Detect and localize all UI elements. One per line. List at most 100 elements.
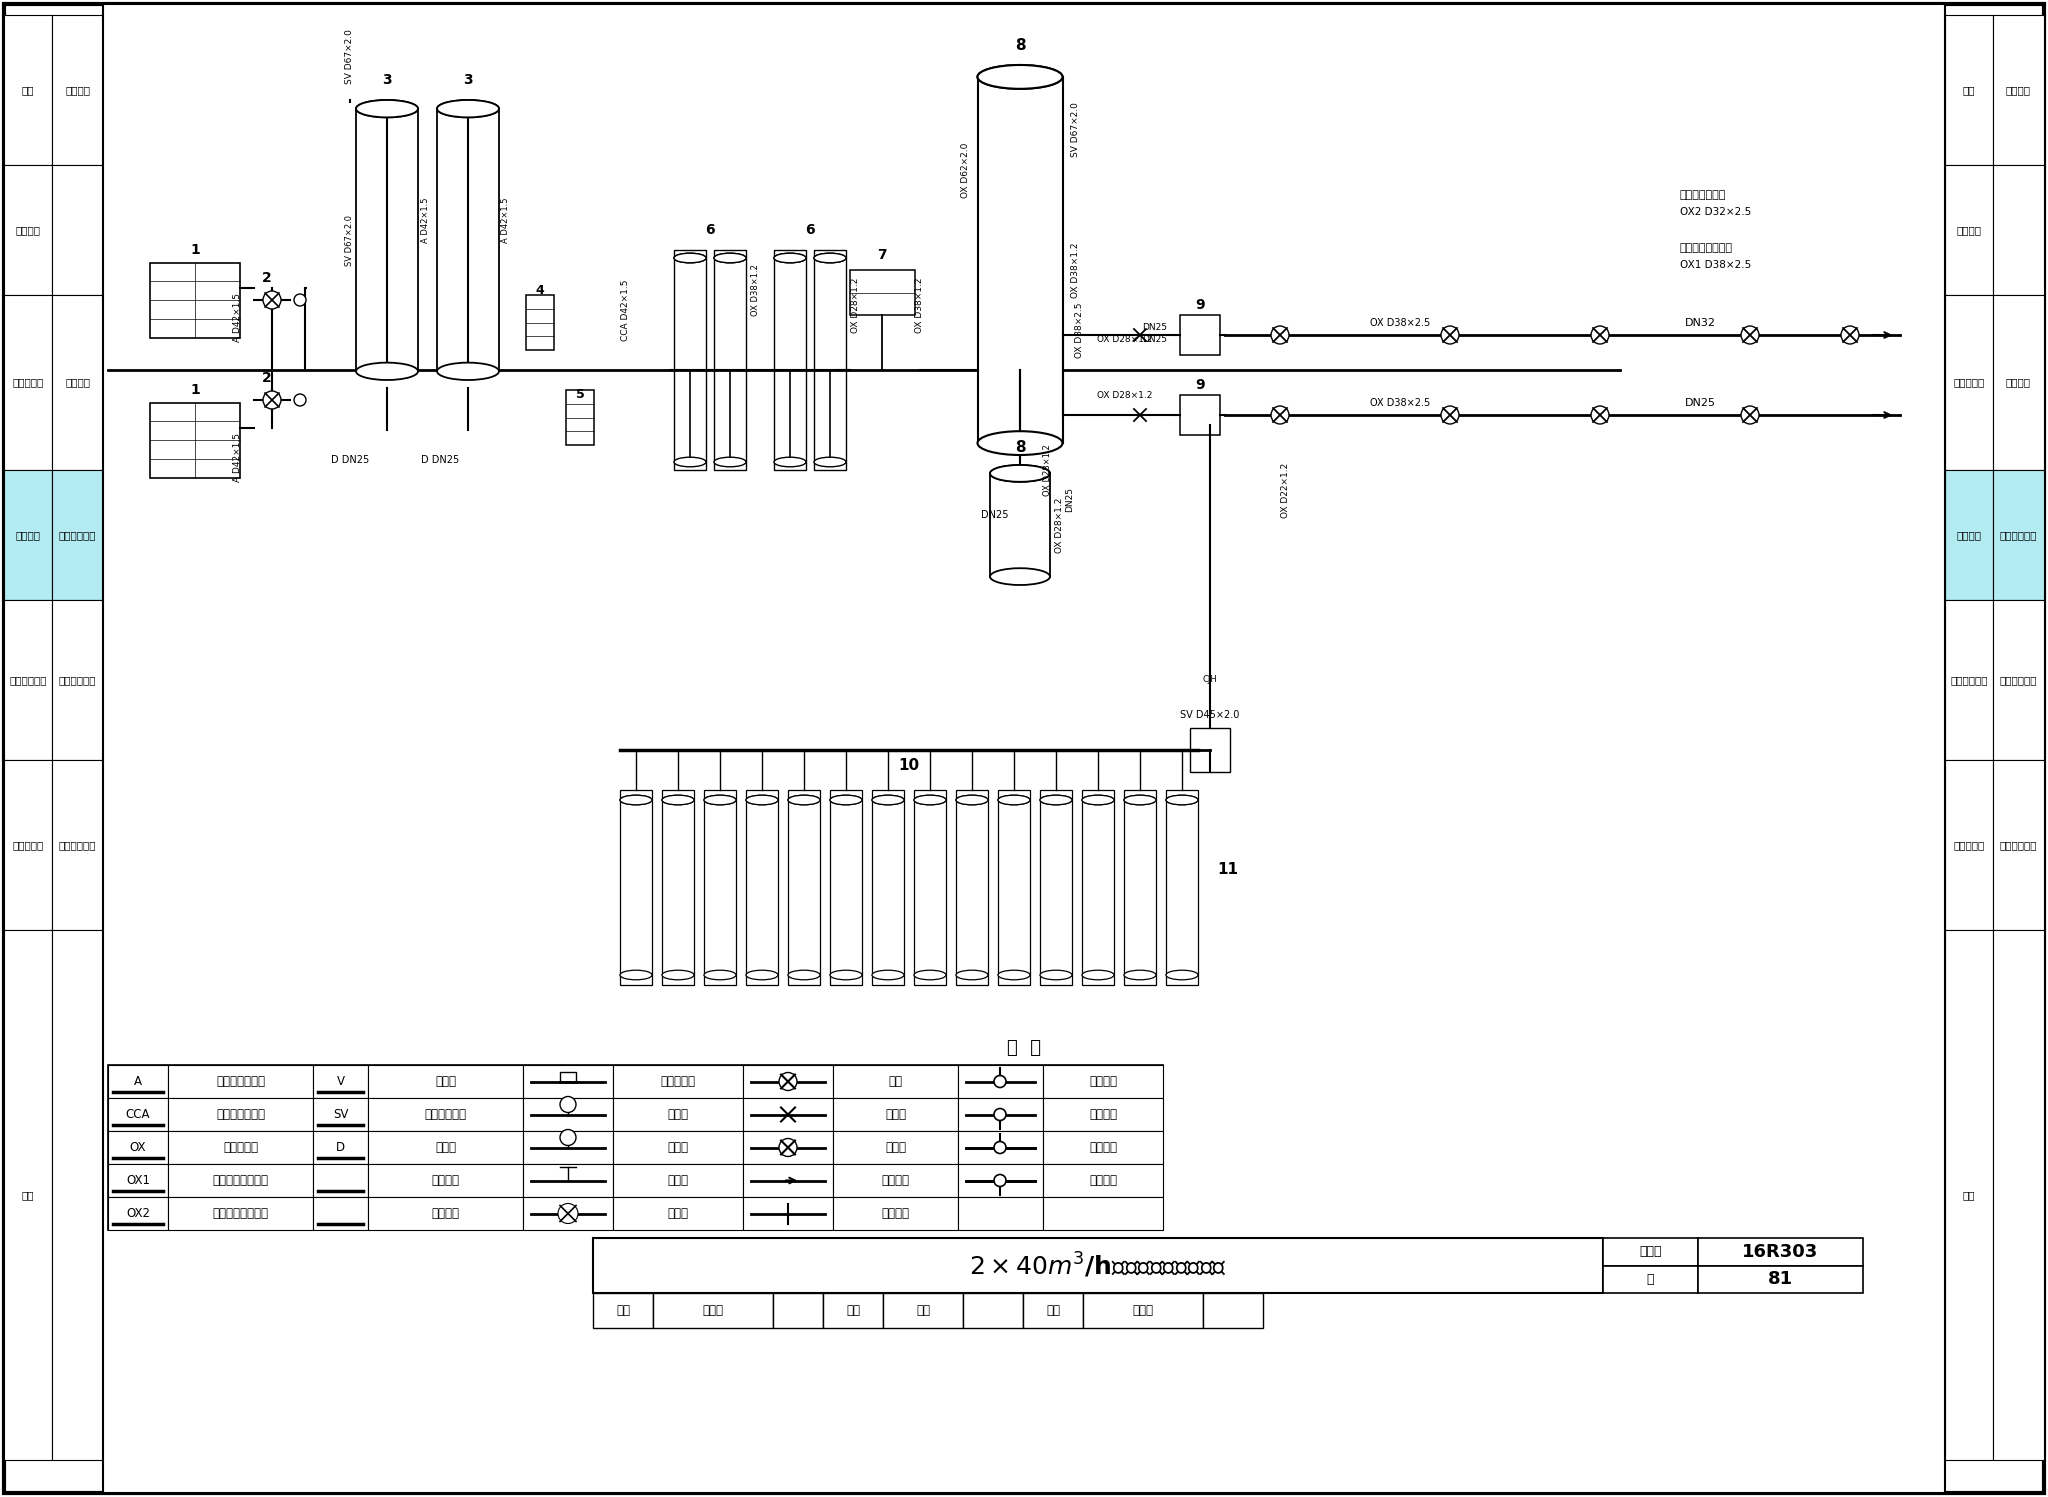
Text: DN25: DN25	[1143, 322, 1167, 331]
Text: SV D67×2.0: SV D67×2.0	[344, 214, 354, 265]
Bar	[850, 269, 915, 314]
Text: 图  例: 图 例	[1008, 1039, 1040, 1057]
Bar	[989, 473, 1051, 576]
Bar	[834, 1132, 958, 1165]
Bar	[743, 1097, 834, 1132]
Ellipse shape	[356, 362, 418, 380]
Text: OX D28×1.2: OX D28×1.2	[850, 277, 860, 332]
Circle shape	[1741, 406, 1759, 424]
Text: 与施工说明: 与施工说明	[1954, 840, 1985, 850]
Text: SV: SV	[334, 1108, 348, 1121]
Bar	[313, 1198, 369, 1231]
Ellipse shape	[715, 253, 745, 263]
Text: 医院医用气体: 医院医用气体	[1999, 675, 2038, 686]
Text: CCA D42×1.5: CCA D42×1.5	[621, 280, 629, 341]
Text: 球阀: 球阀	[889, 1075, 903, 1088]
Circle shape	[559, 1096, 575, 1112]
Circle shape	[295, 394, 305, 406]
Text: CCA: CCA	[125, 1108, 150, 1121]
Bar	[109, 1064, 1163, 1231]
Bar	[1180, 314, 1221, 355]
Bar	[109, 1132, 168, 1165]
Text: 4: 4	[537, 283, 545, 296]
Circle shape	[1841, 326, 1860, 344]
Text: 10: 10	[899, 757, 920, 772]
Ellipse shape	[1124, 795, 1155, 805]
Text: OX D38×2.5: OX D38×2.5	[1075, 302, 1085, 358]
Bar	[1124, 790, 1155, 985]
Bar	[4, 760, 51, 930]
Bar	[1993, 15, 2044, 165]
Bar	[612, 1165, 743, 1198]
Text: 6: 6	[805, 223, 815, 237]
Ellipse shape	[745, 970, 778, 981]
Circle shape	[1591, 406, 1610, 424]
Ellipse shape	[956, 795, 987, 805]
Text: 上出三通: 上出三通	[1090, 1141, 1116, 1154]
Bar	[168, 1097, 313, 1132]
Bar	[150, 403, 240, 478]
Bar	[958, 1198, 1042, 1231]
Ellipse shape	[829, 970, 862, 981]
Bar	[1042, 1165, 1163, 1198]
Bar	[369, 1165, 522, 1198]
Ellipse shape	[913, 970, 946, 981]
Bar	[51, 760, 102, 930]
Bar	[522, 1064, 612, 1097]
Text: 图集号: 图集号	[1638, 1246, 1661, 1259]
Bar	[883, 1293, 963, 1328]
Text: 8: 8	[1014, 440, 1026, 455]
Bar	[168, 1165, 313, 1198]
Bar	[1042, 1064, 1163, 1097]
Ellipse shape	[872, 795, 903, 805]
Bar	[743, 1064, 834, 1097]
Bar	[1946, 760, 1993, 930]
Text: SV D45×2.0: SV D45×2.0	[1180, 710, 1239, 720]
Text: 校对: 校对	[846, 1304, 860, 1317]
Text: OX D62×2.0: OX D62×2.0	[961, 142, 969, 198]
Ellipse shape	[1165, 795, 1198, 805]
Bar	[774, 250, 807, 470]
Bar	[621, 790, 651, 985]
Bar	[743, 1165, 834, 1198]
Ellipse shape	[662, 795, 694, 805]
Text: A D42×1.5: A D42×1.5	[233, 434, 242, 482]
Bar	[772, 1293, 823, 1328]
Bar	[958, 1097, 1042, 1132]
Bar	[1042, 1132, 1163, 1165]
Ellipse shape	[989, 569, 1051, 585]
Bar	[674, 250, 707, 470]
Ellipse shape	[1165, 970, 1198, 981]
Ellipse shape	[715, 457, 745, 467]
Text: 5: 5	[575, 389, 584, 401]
Text: 吕宁: 吕宁	[915, 1304, 930, 1317]
Bar	[522, 1198, 612, 1231]
Text: OX D28×1.2: OX D28×1.2	[1098, 335, 1153, 344]
Bar	[743, 1198, 834, 1231]
Text: 目录: 目录	[1962, 85, 1974, 94]
Text: A D42×1.5: A D42×1.5	[233, 293, 242, 343]
Text: A: A	[133, 1075, 141, 1088]
Text: 介质流向: 介质流向	[881, 1174, 909, 1187]
Circle shape	[778, 1072, 797, 1090]
Bar	[1946, 930, 1993, 1460]
Bar	[4, 15, 51, 165]
Text: OX D22×1.2: OX D22×1.2	[1280, 463, 1290, 518]
Text: 页: 页	[1647, 1272, 1655, 1286]
Circle shape	[1442, 406, 1458, 424]
Circle shape	[993, 1075, 1006, 1087]
Ellipse shape	[1040, 795, 1071, 805]
Bar	[958, 1064, 1042, 1097]
Bar	[1993, 930, 2044, 1460]
Text: 安全阀放空管: 安全阀放空管	[424, 1108, 467, 1121]
Text: OX: OX	[129, 1141, 145, 1154]
Text: 王进军: 王进军	[1133, 1304, 1153, 1317]
Bar	[653, 1293, 772, 1328]
Text: 2: 2	[262, 271, 272, 284]
Circle shape	[993, 1142, 1006, 1154]
Bar	[51, 600, 102, 760]
Bar	[1024, 1293, 1083, 1328]
Bar	[1083, 1293, 1202, 1328]
Bar	[559, 1072, 575, 1081]
Text: 接至门急诊、病房: 接至门急诊、病房	[1679, 243, 1733, 253]
